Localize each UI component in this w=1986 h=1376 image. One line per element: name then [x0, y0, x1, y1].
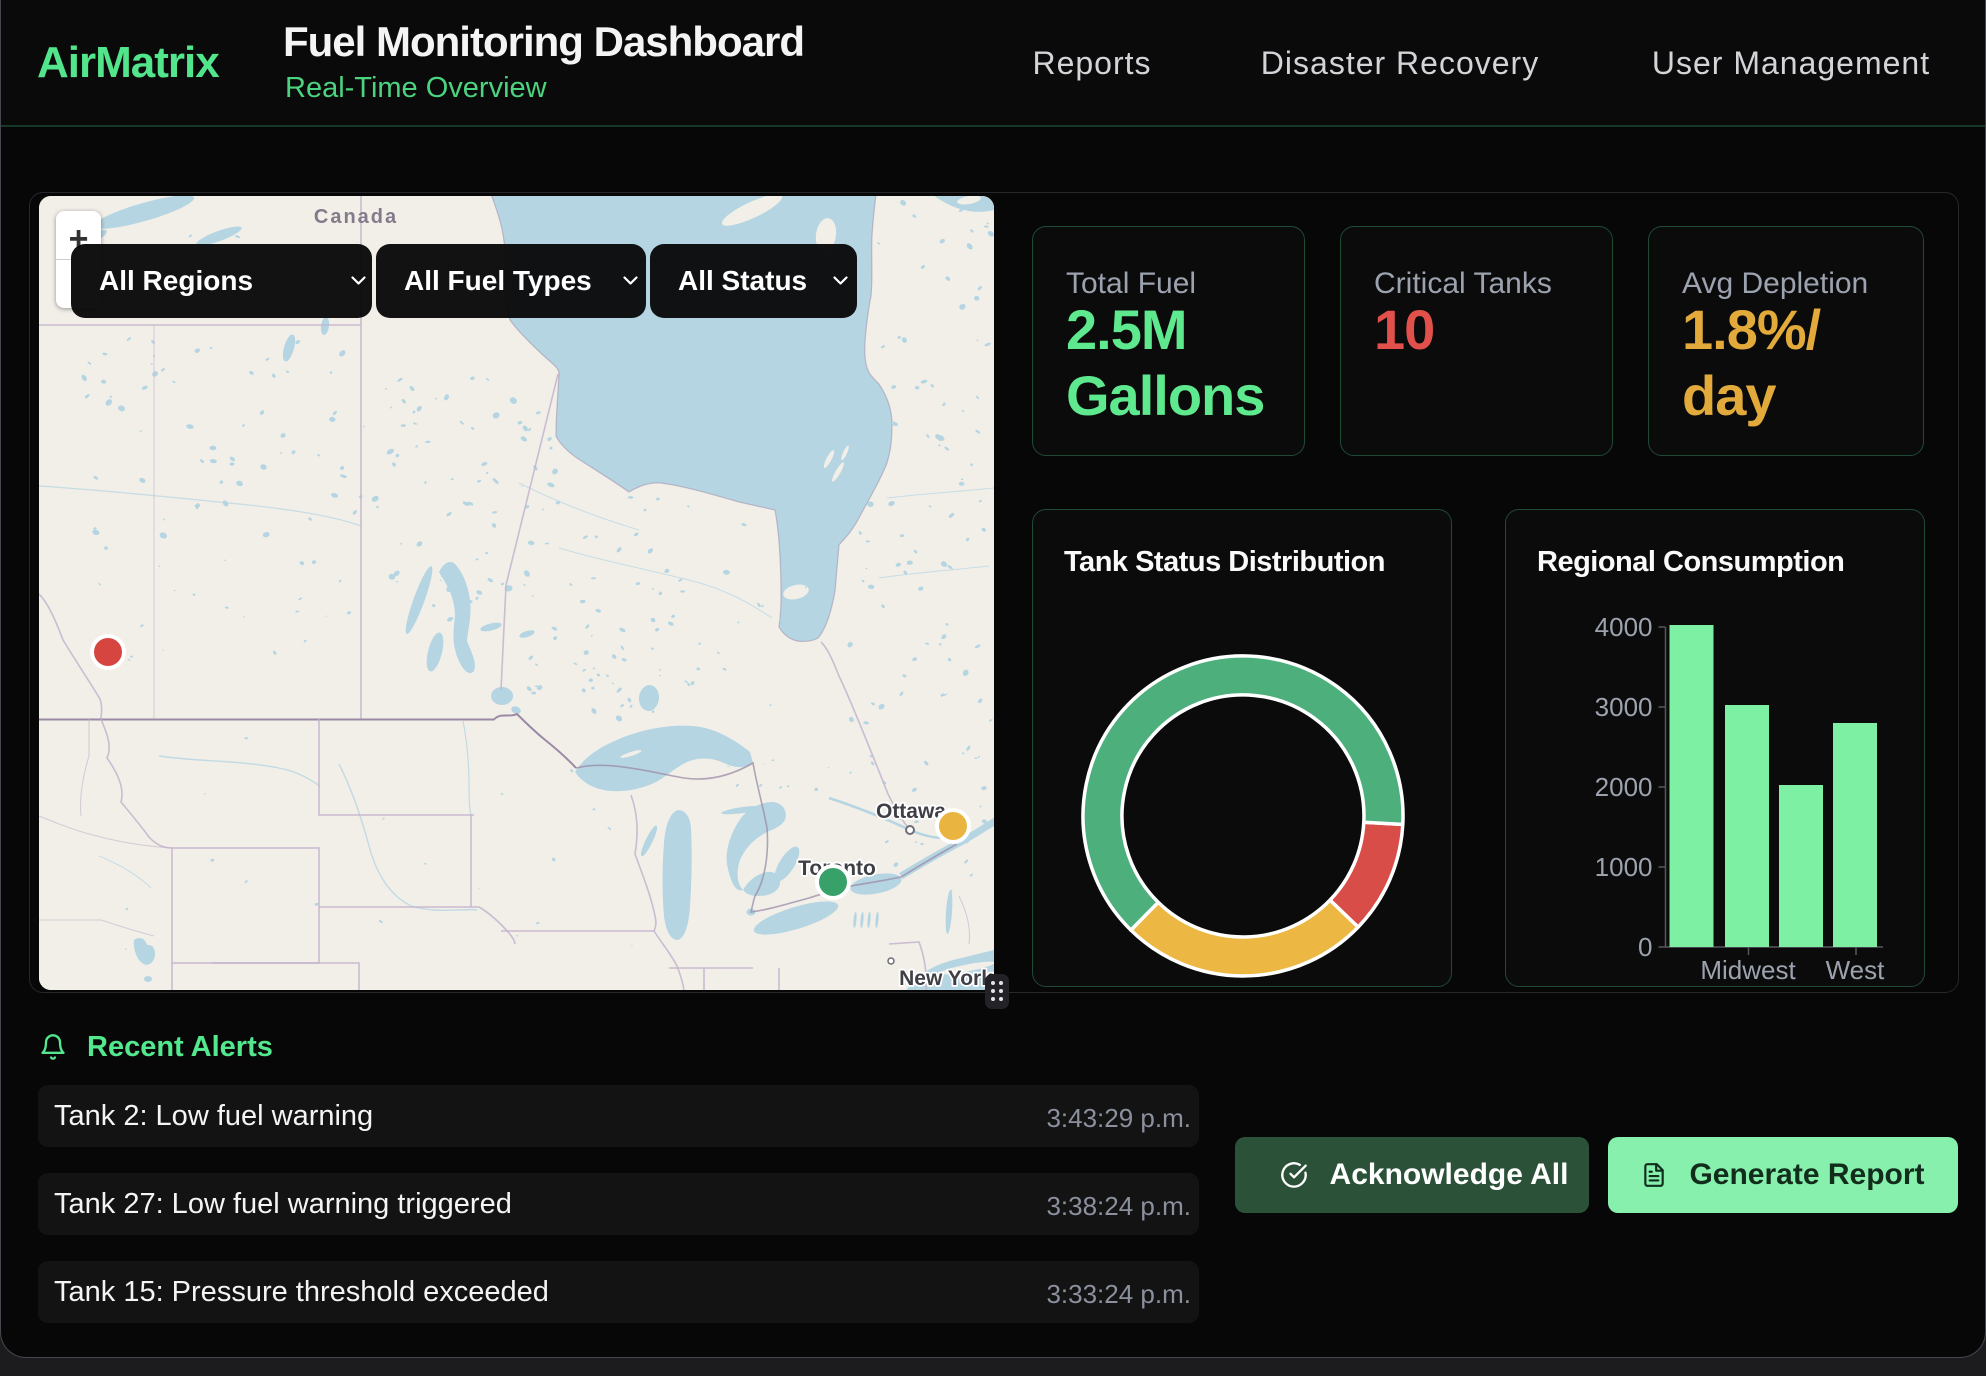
- svg-text:3000: 3000: [1595, 692, 1653, 722]
- svg-text:4000: 4000: [1595, 612, 1653, 642]
- svg-text:New York: New York: [899, 967, 993, 990]
- svg-text:West: West: [1826, 955, 1886, 985]
- svg-text:1000: 1000: [1595, 852, 1653, 882]
- svg-text:Ottawa: Ottawa: [876, 800, 946, 823]
- svg-text:2000: 2000: [1595, 772, 1653, 802]
- svg-text:0: 0: [1638, 932, 1652, 962]
- svg-text:Midwest: Midwest: [1700, 955, 1796, 985]
- svg-text:Canada: Canada: [314, 206, 398, 228]
